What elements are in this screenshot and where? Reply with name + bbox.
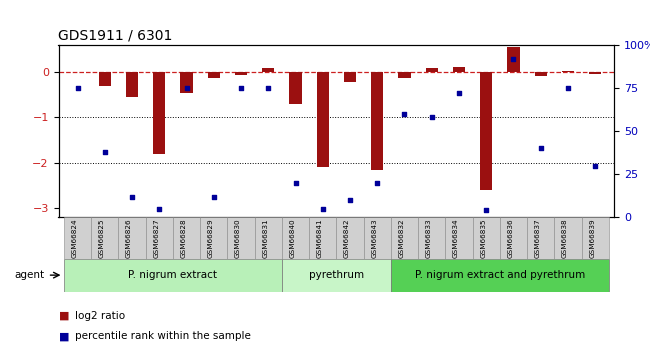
Bar — [534, 72, 547, 76]
Bar — [181, 72, 192, 92]
Text: GSM66827: GSM66827 — [153, 219, 159, 258]
Text: GSM66840: GSM66840 — [289, 219, 296, 258]
Bar — [473, 217, 500, 259]
Bar — [445, 217, 473, 259]
Bar — [554, 217, 582, 259]
Point — [590, 163, 601, 168]
Bar — [398, 72, 411, 78]
Point — [99, 149, 110, 155]
Bar — [391, 217, 418, 259]
Bar — [562, 71, 574, 72]
Bar — [317, 72, 329, 167]
Bar — [363, 217, 391, 259]
Bar — [500, 217, 527, 259]
Point — [372, 180, 382, 186]
Text: GSM66829: GSM66829 — [208, 219, 214, 258]
Bar — [227, 217, 255, 259]
Text: percentile rank within the sample: percentile rank within the sample — [75, 332, 251, 341]
Bar — [235, 72, 247, 75]
Bar — [480, 72, 492, 190]
Bar — [453, 67, 465, 72]
Bar — [507, 47, 519, 72]
Bar — [118, 217, 146, 259]
Point — [318, 206, 328, 211]
Bar — [589, 72, 601, 74]
Point — [536, 146, 546, 151]
Bar — [527, 217, 554, 259]
Bar — [282, 259, 391, 292]
Text: GSM66838: GSM66838 — [562, 219, 568, 258]
Bar — [391, 259, 609, 292]
Bar — [371, 72, 384, 170]
Text: GSM66842: GSM66842 — [344, 219, 350, 258]
Bar — [582, 217, 609, 259]
Point — [72, 85, 83, 91]
Text: GSM66834: GSM66834 — [453, 219, 459, 258]
Text: GSM66825: GSM66825 — [99, 219, 105, 258]
Point — [426, 115, 437, 120]
Text: P. nigrum extract and pyrethrum: P. nigrum extract and pyrethrum — [415, 270, 585, 280]
Bar — [173, 217, 200, 259]
Bar — [64, 217, 91, 259]
Text: GSM66836: GSM66836 — [508, 219, 514, 258]
Bar — [426, 68, 438, 72]
Bar — [146, 217, 173, 259]
Point — [399, 111, 410, 117]
Bar — [289, 72, 302, 104]
Bar — [126, 72, 138, 97]
Text: GSM66828: GSM66828 — [181, 219, 187, 258]
Text: GSM66835: GSM66835 — [480, 219, 486, 258]
Text: ■: ■ — [58, 332, 69, 341]
Text: GSM66839: GSM66839 — [589, 219, 595, 258]
Point — [236, 85, 246, 91]
Point — [563, 85, 573, 91]
Text: GSM66824: GSM66824 — [72, 219, 77, 258]
Text: GSM66830: GSM66830 — [235, 219, 241, 258]
Bar — [309, 217, 337, 259]
Point — [481, 208, 491, 213]
Bar — [344, 72, 356, 82]
Text: log2 ratio: log2 ratio — [75, 311, 125, 321]
Text: GSM66832: GSM66832 — [398, 219, 404, 258]
Bar — [282, 217, 309, 259]
Bar — [99, 72, 111, 86]
Point — [154, 206, 164, 211]
Point — [127, 194, 137, 199]
Text: GSM66826: GSM66826 — [126, 219, 132, 258]
Bar — [337, 217, 363, 259]
Point — [263, 85, 274, 91]
Point — [344, 197, 355, 203]
Point — [181, 85, 192, 91]
Point — [209, 194, 219, 199]
Text: agent: agent — [15, 270, 45, 280]
Point — [454, 90, 464, 96]
Point — [291, 180, 301, 186]
Text: GSM66833: GSM66833 — [426, 219, 432, 258]
Bar — [200, 217, 227, 259]
Text: GSM66843: GSM66843 — [371, 219, 377, 258]
Text: ■: ■ — [58, 311, 69, 321]
Text: GSM66831: GSM66831 — [262, 219, 268, 258]
Point — [508, 56, 519, 61]
Bar — [153, 72, 166, 154]
Text: GSM66837: GSM66837 — [535, 219, 541, 258]
Bar — [262, 68, 274, 72]
Text: P. nigrum extract: P. nigrum extract — [129, 270, 217, 280]
Bar — [255, 217, 282, 259]
Bar — [418, 217, 445, 259]
Bar — [64, 259, 282, 292]
Bar — [207, 72, 220, 78]
Bar — [91, 217, 118, 259]
Text: GDS1911 / 6301: GDS1911 / 6301 — [58, 28, 173, 42]
Text: pyrethrum: pyrethrum — [309, 270, 364, 280]
Text: GSM66841: GSM66841 — [317, 219, 323, 258]
